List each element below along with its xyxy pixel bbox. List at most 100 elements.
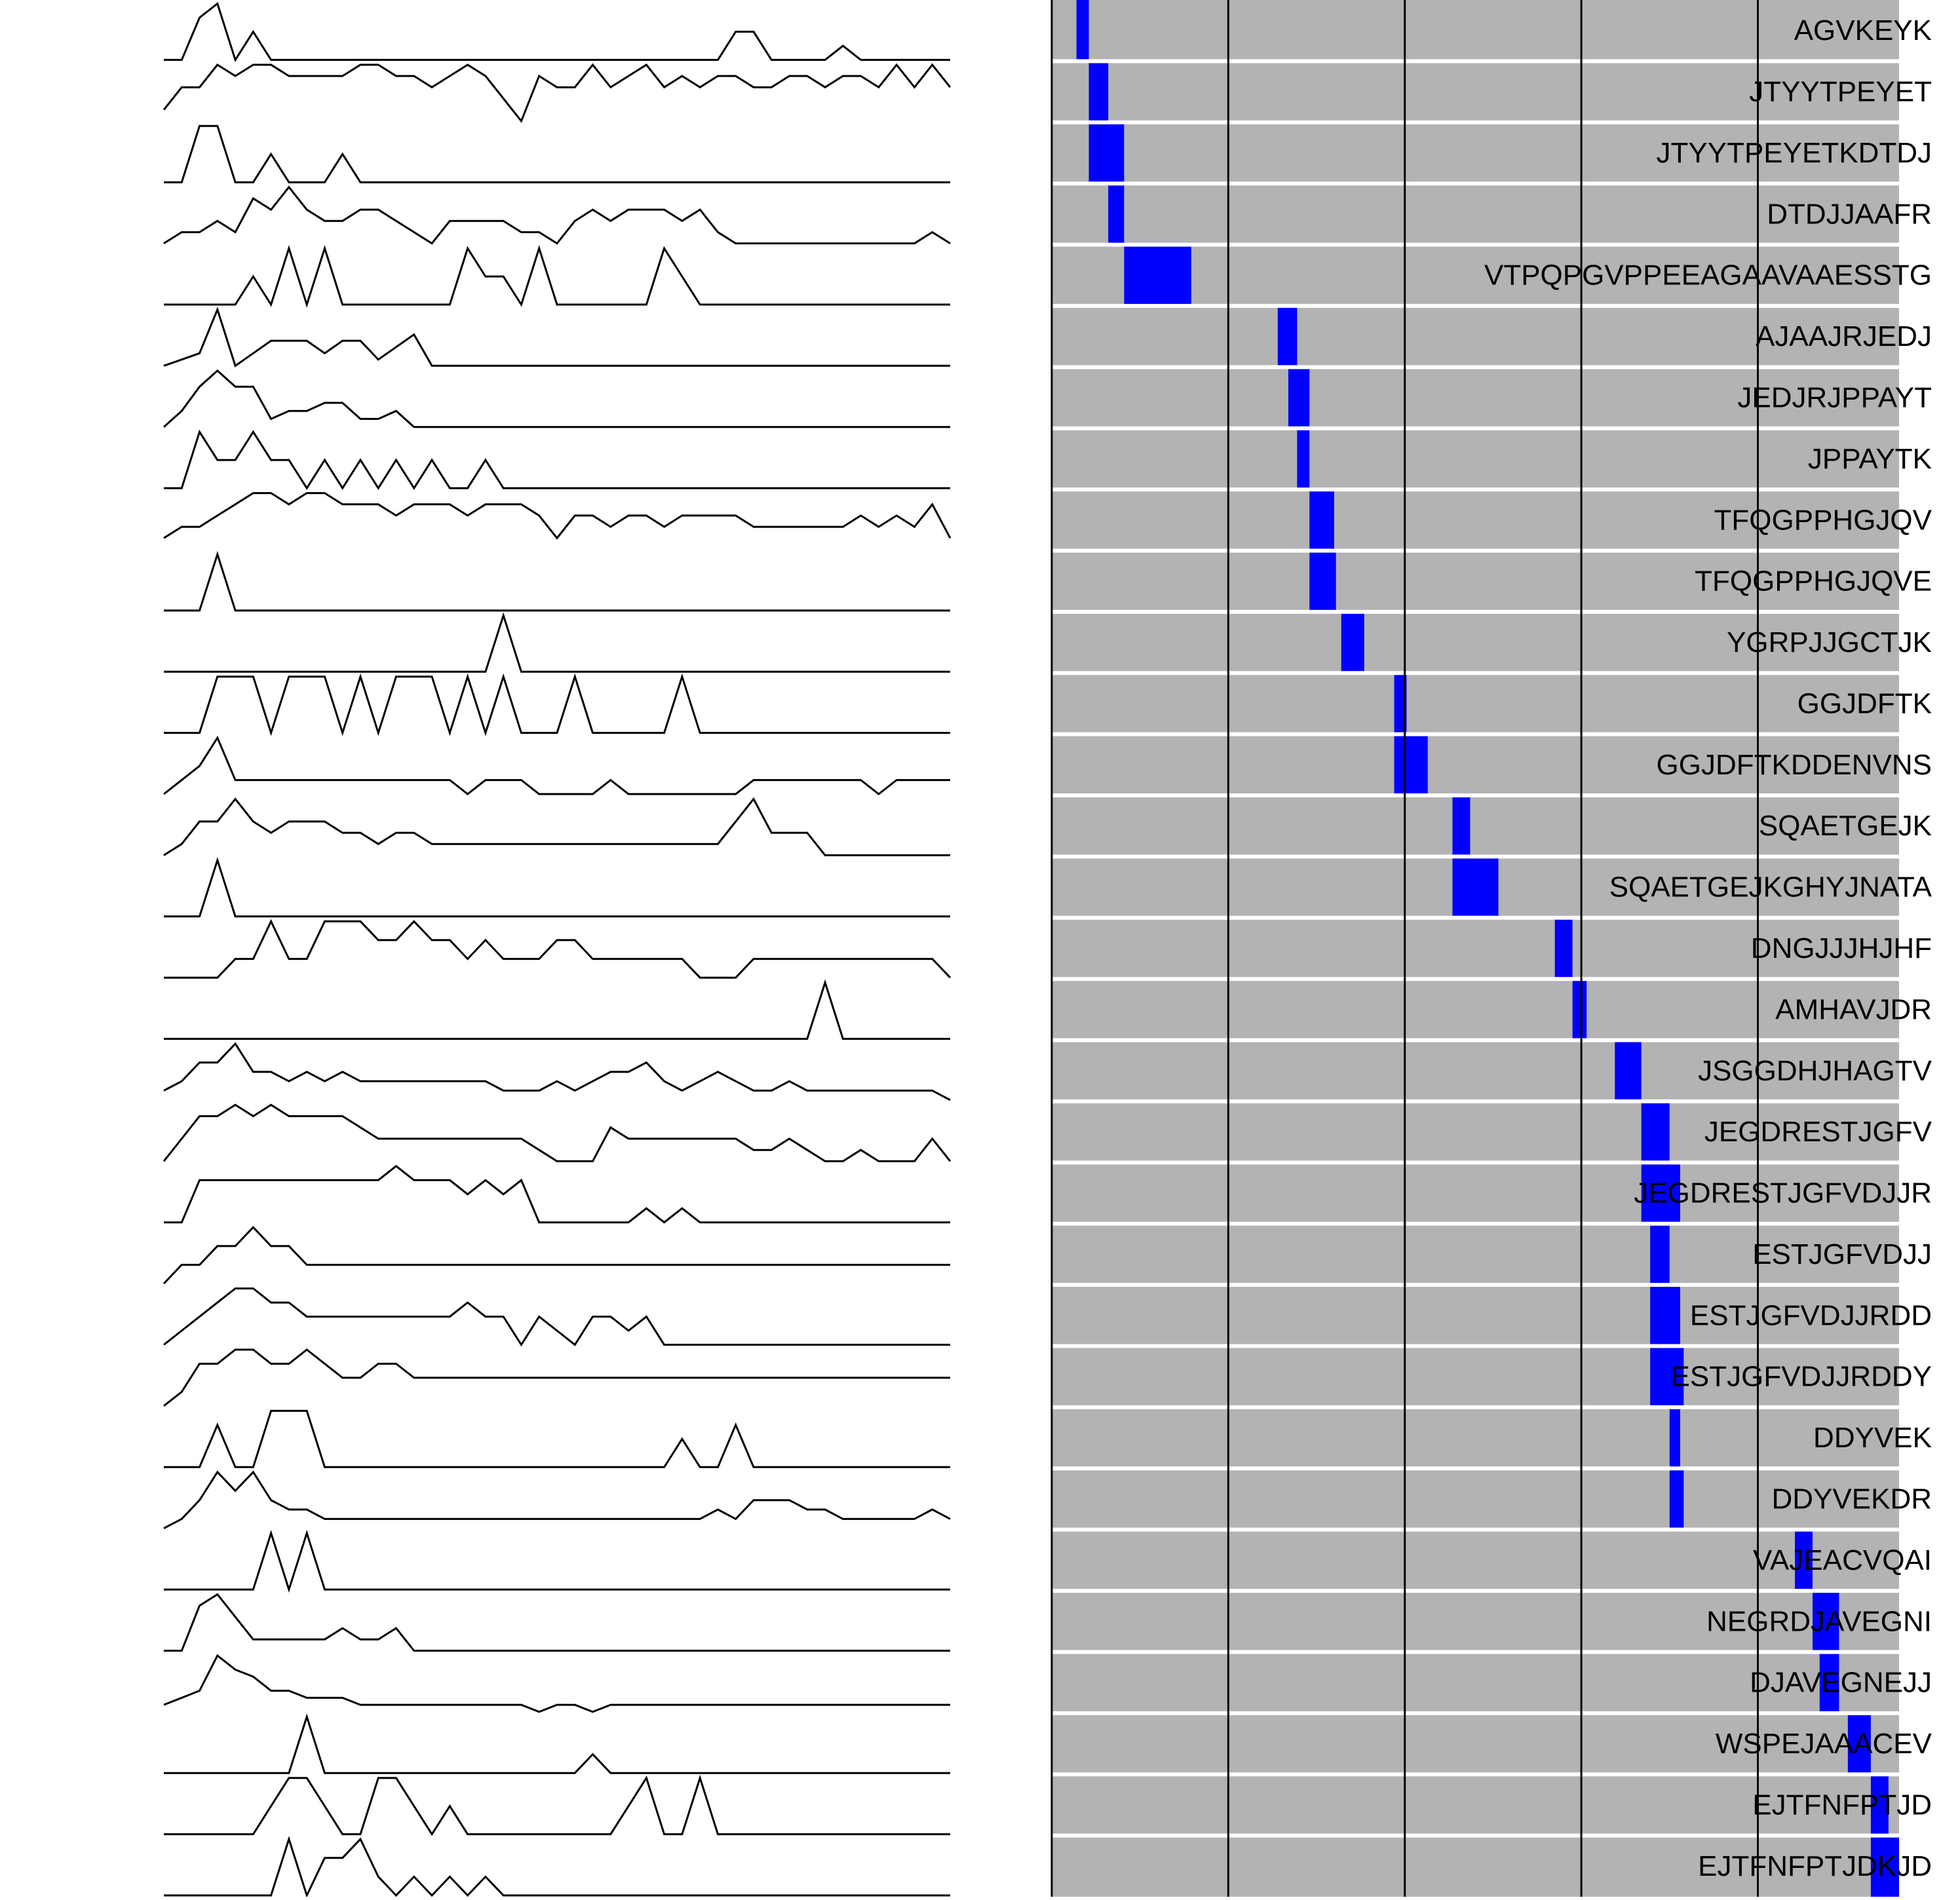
- trace-line: [164, 856, 950, 918]
- trace-line: [164, 429, 950, 490]
- peptide-label: VAJEACVQAI: [1753, 1544, 1932, 1576]
- coverage-bar: [1795, 1529, 1813, 1591]
- coverage-bar: [1650, 1285, 1680, 1346]
- coverage-bar: [1297, 428, 1310, 490]
- peptide-label: JEGDRESTJGFV: [1704, 1116, 1932, 1148]
- trace-line: [163, 63, 951, 123]
- trace-line: [164, 919, 951, 979]
- trace-line: [164, 124, 950, 183]
- coverage-bar: [1669, 1468, 1684, 1530]
- peptide-label: AGVKEYK: [1794, 14, 1932, 47]
- trace-line: [163, 1654, 950, 1713]
- coverage-bar: [1554, 917, 1573, 979]
- coverage-bar: [1650, 1223, 1670, 1285]
- peptide-label: GGJDFTK: [1797, 687, 1932, 719]
- coverage-bar: [1870, 1774, 1889, 1836]
- coverage-bar: [1309, 489, 1334, 551]
- coverage-bar: [1572, 979, 1587, 1040]
- coverage-bar: [1615, 1040, 1642, 1101]
- coverage-bar: [1309, 550, 1336, 612]
- lane-background: [1052, 1407, 1899, 1469]
- coverage-bar: [1394, 734, 1428, 796]
- trace-line: [163, 185, 951, 245]
- coverage-bar: [1076, 0, 1089, 62]
- peptide-label: JEDJRJPPAYT: [1737, 382, 1932, 414]
- peptide-label: DJAVEGNEJJ: [1750, 1667, 1932, 1699]
- trace-line: [164, 1713, 950, 1774]
- lane-background: [1052, 979, 1899, 1040]
- peptide-label: AJAAJRJEDJ: [1756, 320, 1932, 352]
- peptide-label: DDYVEK: [1813, 1422, 1932, 1454]
- trace-line: [163, 492, 951, 540]
- coverage-bar: [1813, 1591, 1839, 1652]
- trace-line: [164, 245, 950, 308]
- trace-line: [164, 673, 950, 736]
- trace-line: [164, 1, 950, 62]
- coverage-bar: [1847, 1713, 1871, 1775]
- lane-background: [1052, 428, 1899, 490]
- peptide-label: AMHAVJDR: [1775, 993, 1932, 1025]
- peptide-label: DDYVEKDR: [1772, 1483, 1932, 1515]
- coverage-bar: [1277, 305, 1297, 368]
- peptide-label: JSGGDHJHAGTV: [1698, 1055, 1932, 1087]
- trace-line: [164, 1530, 950, 1593]
- peptide-label: JEGDRESTJGFVDJJR: [1634, 1177, 1932, 1209]
- trace-panel: [163, 1, 951, 1899]
- coverage-bar: [1452, 856, 1499, 918]
- coverage-bar: [1394, 673, 1407, 734]
- coverage-bar: [1870, 1835, 1899, 1897]
- coverage-bar: [1641, 1101, 1670, 1163]
- trace-line: [163, 369, 950, 428]
- trace-line: [164, 612, 950, 673]
- peptide-label: JTYYTPEYET: [1749, 76, 1932, 108]
- trace-line: [163, 307, 950, 368]
- coverage-bar: [1124, 244, 1191, 306]
- coverage-bar: [1641, 1162, 1680, 1224]
- trace-line: [164, 979, 950, 1040]
- peptide-label: ESTJGFVDJJRDDY: [1671, 1361, 1932, 1393]
- coverage-panel: AGVKEYK JTYYTPEYET JTYYTPEYETKDTDJ DTDJJAAF…: [1050, 0, 1932, 1897]
- trace-line: [163, 1470, 951, 1530]
- trace-line: [164, 1774, 950, 1836]
- trace-line: [163, 1103, 951, 1162]
- peptide-labels: AGVKEYK JTYYTPEYET JTYYTPEYETKDTDJ DTDJJAAF…: [1484, 14, 1932, 1882]
- coverage-bar: [1088, 61, 1109, 123]
- trace-line: [164, 1836, 950, 1899]
- coverage-bar: [1819, 1652, 1839, 1713]
- peptide-label: TFQGPPHGJQVE: [1695, 565, 1932, 598]
- peptide-label: ESTJGFVDJJ: [1752, 1238, 1932, 1270]
- coverage-bar: [1650, 1346, 1684, 1407]
- peptide-label: EJTFNFPTJDKJD: [1698, 1850, 1932, 1882]
- trace-line: [164, 551, 950, 612]
- trace-line: [163, 735, 950, 795]
- peptide-label: TFQGPPHGJQV: [1714, 504, 1932, 536]
- lane-background: [1052, 673, 1899, 734]
- trace-line: [163, 797, 950, 856]
- peptide-label: GGJDFTKDDENVNS: [1657, 749, 1932, 781]
- trace-line: [163, 1287, 950, 1347]
- peptide-label: SQAETGEJKGHYJNATA: [1609, 871, 1932, 903]
- trace-line: [164, 1164, 950, 1224]
- peptide-label: YGRPJJGCTJK: [1727, 626, 1932, 658]
- trace-line: [163, 1042, 951, 1101]
- peptide-label: NEGRDJAVEGNI: [1706, 1605, 1932, 1637]
- lane-background: [1052, 0, 1899, 62]
- peptide-label: SQAETGEJK: [1759, 810, 1932, 842]
- trace-line: [164, 1593, 950, 1652]
- peptide-label: DNGJJJHJHF: [1751, 932, 1932, 964]
- peptide-label: WSPEJAAACEV: [1716, 1728, 1932, 1760]
- trace-line: [163, 1348, 950, 1407]
- peptide-label: JTYYTPEYETKDTDJ: [1657, 137, 1932, 169]
- peptide-label: VTPQPGVPPEEAGAAVAAESSTG: [1484, 259, 1932, 292]
- trace-line: [163, 1226, 950, 1285]
- peptide-label: JPPAYTK: [1808, 443, 1932, 475]
- peptide-label: EJTFNFPTJD: [1752, 1789, 1932, 1821]
- coverage-bar: [1452, 795, 1470, 857]
- coverage-bar: [1341, 611, 1364, 674]
- peptide-label: DTDJJAAFR: [1767, 198, 1932, 230]
- coverage-bar: [1108, 183, 1124, 245]
- coverage-bar: [1669, 1407, 1680, 1469]
- coverage-bar: [1288, 367, 1310, 428]
